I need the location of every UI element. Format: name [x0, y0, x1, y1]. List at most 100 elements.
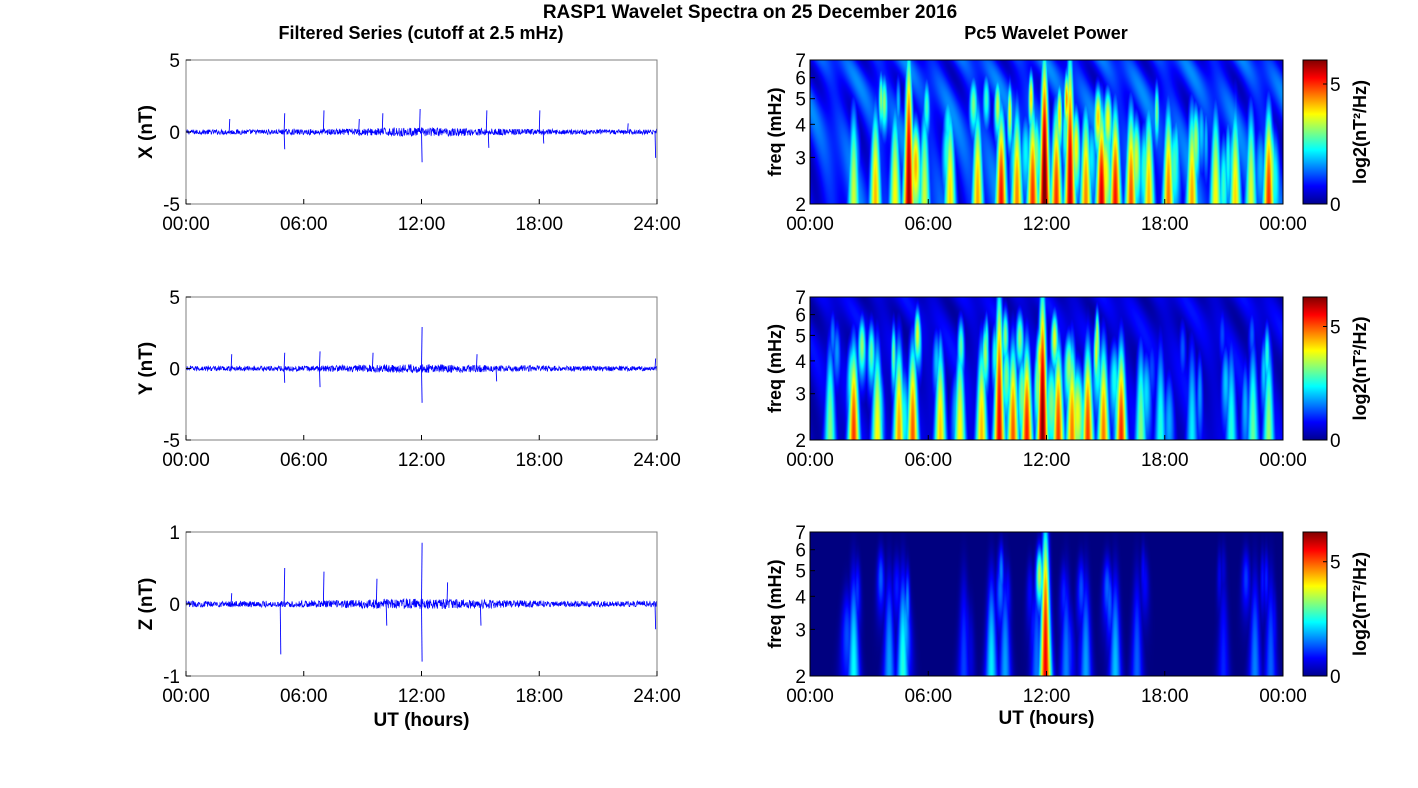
colorbar-tick-label: 0 [1330, 431, 1341, 452]
wavelet-y-x-ticks: 00:00 06:00 12:00 18:00 00:00 [786, 435, 1307, 471]
x-tick-label: 12:00 [1023, 214, 1071, 235]
x-tick-label: 18:00 [1141, 214, 1189, 235]
spike-mark [419, 108, 421, 133]
spike-mark [319, 368, 321, 388]
spike-mark [654, 358, 657, 369]
spike-mark [228, 119, 231, 133]
y-tick-label: 7 [795, 51, 806, 72]
figure-title: RASP1 Wavelet Spectra on 25 December 201… [543, 2, 957, 23]
spike-mark [421, 327, 423, 369]
y-tick-label: 0 [169, 360, 180, 381]
wavelet-x-x-ticks: 00:00 06:00 12:00 18:00 00:00 [786, 199, 1307, 235]
spike-mark [230, 593, 233, 605]
colorbar: 5 0 log2(nT²/Hz) [1302, 296, 1370, 452]
x-tick-label: 18:00 [1141, 450, 1189, 471]
spike-mark [385, 603, 388, 626]
time-series-panel-y: 5 0 -5 Y (nT) [136, 288, 658, 452]
spike-mark [421, 131, 423, 163]
time-series-panel-z: 1 0 -1 Z (nT) UT (hours) [136, 523, 658, 731]
x-tick-label: 18:00 [1141, 686, 1189, 707]
time-series-z-x-ticks: 00:00 06:00 12:00 18:00 24:00 [162, 671, 681, 707]
x-tick-label: 12:00 [398, 214, 446, 235]
left-column-title: Filtered Series (cutoff at 2.5 mHz) [278, 23, 563, 43]
wavelet-heatmap [810, 532, 1283, 676]
y-tick-label: 1 [169, 523, 180, 544]
spike-mark [627, 123, 629, 133]
spike-mark [542, 131, 545, 144]
x-axis-label: UT (hours) [998, 708, 1094, 729]
y-tick-label: 3 [795, 148, 806, 169]
colorbar-gradient [1302, 59, 1328, 205]
colorbar: 5 0 log2(nT²/Hz) [1302, 531, 1370, 688]
y-tick-label: 5 [169, 51, 180, 72]
spike-mark [479, 603, 482, 626]
y-tick-label: 4 [795, 115, 806, 136]
spike-mark [283, 352, 286, 369]
spike-mark [283, 368, 286, 383]
spike-mark [421, 368, 423, 403]
spike-mark [283, 113, 286, 133]
spike-mark [654, 131, 657, 158]
y-tick-label: 7 [795, 523, 806, 544]
y-axis-label: freq (mHz) [765, 324, 785, 413]
spike-mark [485, 110, 488, 133]
x-tick-label: 00:00 [786, 686, 834, 707]
y-axis-label: Z (nT) [136, 578, 157, 631]
spike-mark [654, 603, 657, 630]
spike-mark [446, 582, 449, 605]
wavelet-z-x-ticks: 00:00 06:00 12:00 18:00 00:00 [786, 671, 1307, 707]
right-column-title: Pc5 Wavelet Power [964, 23, 1127, 43]
time-series-x-x-ticks: 00:00 06:00 12:00 18:00 24:00 [162, 199, 681, 235]
x-tick-label: 00:00 [786, 214, 834, 235]
spike-mark [322, 110, 325, 133]
x-tick-label: 06:00 [904, 686, 952, 707]
series-line [185, 126, 658, 138]
colorbar-label: log2(nT²/Hz) [1350, 552, 1370, 656]
spike-mark [538, 110, 541, 133]
spike-mark [230, 354, 233, 369]
y-tick-label: 3 [795, 385, 806, 406]
y-tick-label: 4 [795, 352, 806, 373]
x-tick-label: 06:00 [904, 214, 952, 235]
x-tick-label: 12:00 [398, 450, 446, 471]
colorbar-tick-label: 5 [1330, 553, 1341, 574]
spike-mark [381, 113, 384, 133]
spike-mark [421, 542, 423, 605]
x-tick-label: 18:00 [515, 214, 563, 235]
x-tick-label: 18:00 [515, 686, 563, 707]
spike-mark [375, 578, 378, 605]
x-tick-label: 06:00 [280, 450, 328, 471]
colorbar-gradient [1302, 531, 1328, 677]
spike-mark [487, 131, 490, 148]
y-tick-label: 5 [795, 326, 806, 347]
y-tick-label: -5 [163, 195, 180, 216]
x-tick-label: 12:00 [398, 686, 446, 707]
y-tick-label: -1 [163, 667, 180, 688]
colorbar-tick-label: 0 [1330, 195, 1341, 216]
x-tick-label: 00:00 [162, 686, 210, 707]
spike-mark [319, 351, 321, 369]
spike-mark [371, 352, 374, 369]
y-tick-label: 5 [795, 90, 806, 111]
y-tick-label: 6 [795, 306, 806, 327]
y-tick-label: 0 [169, 595, 180, 616]
x-tick-label: 00:00 [1259, 686, 1307, 707]
y-tick-label: -5 [163, 431, 180, 452]
colorbar: 5 0 log2(nT²/Hz) [1302, 59, 1370, 216]
y-tick-label: 5 [795, 562, 806, 583]
x-tick-label: 12:00 [1023, 686, 1071, 707]
spike-mark [476, 354, 478, 369]
y-tick-label: 6 [795, 69, 806, 90]
y-tick-label: 5 [169, 288, 180, 309]
x-tick-label: 06:00 [904, 450, 952, 471]
x-tick-label: 24:00 [633, 450, 681, 471]
y-tick-label: 6 [795, 541, 806, 562]
colorbar-tick-label: 5 [1330, 75, 1341, 96]
spike-mark [322, 571, 325, 605]
y-tick-label: 7 [795, 288, 806, 309]
y-axis-label: X (nT) [136, 105, 157, 159]
spike-mark [421, 603, 423, 662]
time-series-y-x-ticks: 00:00 06:00 12:00 18:00 24:00 [162, 435, 681, 471]
